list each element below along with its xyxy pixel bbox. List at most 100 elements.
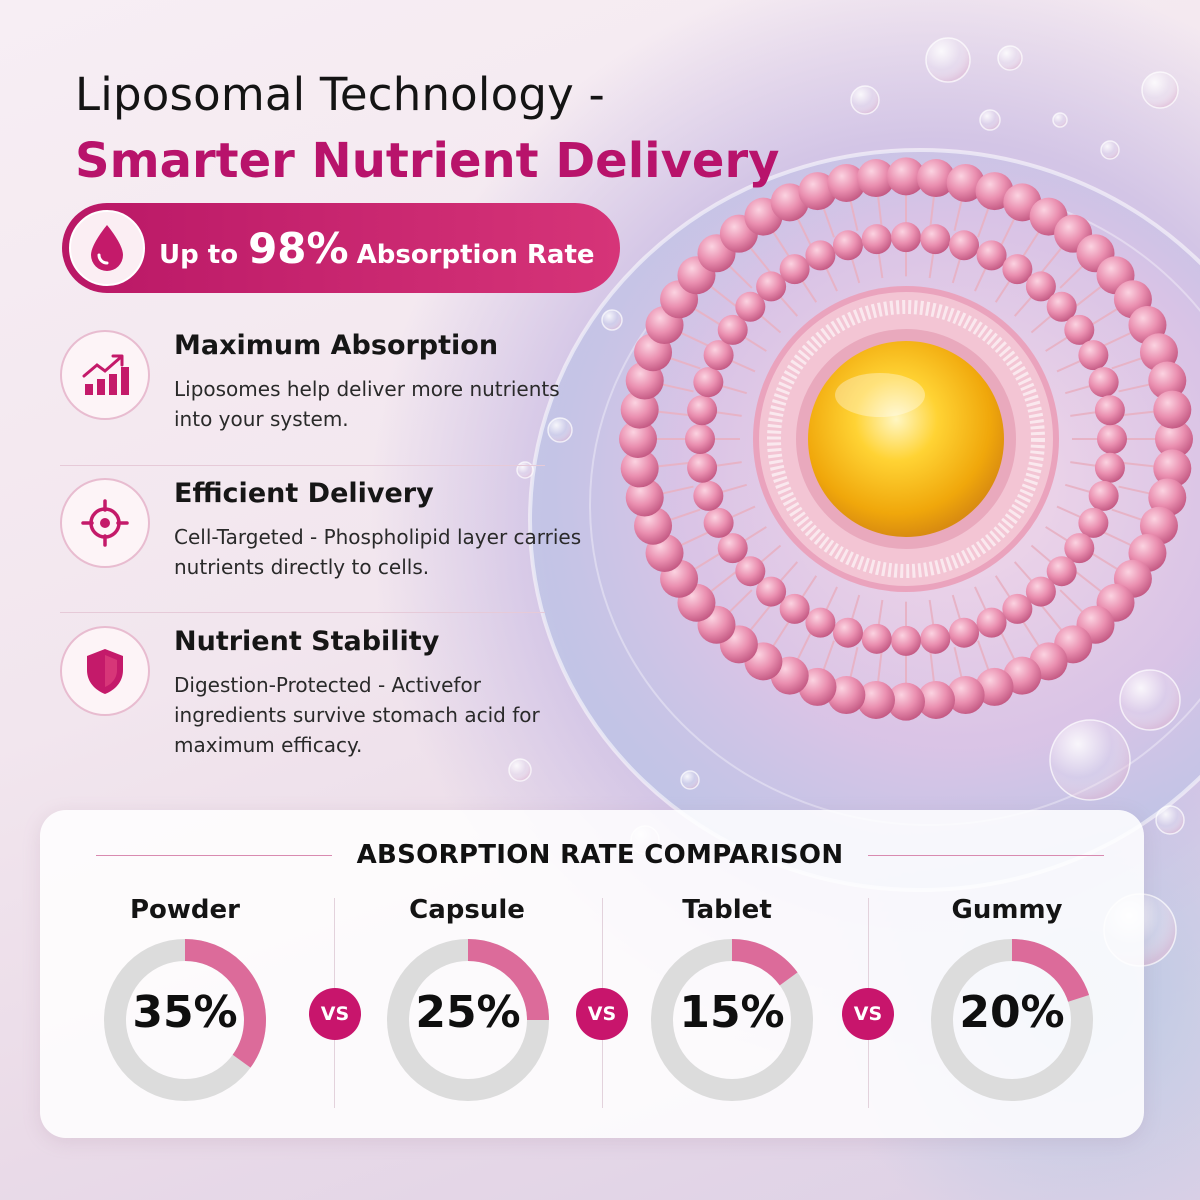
phospholipid-layer <box>619 157 1193 721</box>
vs-badge: VS <box>576 988 628 1040</box>
phospholipid-bead <box>946 676 985 715</box>
phospholipid-bead <box>1097 424 1127 454</box>
phospholipid-bead <box>779 593 810 624</box>
phospholipid-bead <box>917 159 956 198</box>
feature-efficient-delivery: Efficient Delivery Cell-Targeted - Phosp… <box>60 478 581 608</box>
phospholipid-bead <box>1064 533 1095 564</box>
phospholipid-bead <box>756 576 787 607</box>
title-rule-right <box>868 855 1104 856</box>
phospholipid-bead <box>917 680 956 719</box>
phospholipid-bead <box>1078 340 1109 371</box>
phospholipid-bead <box>832 230 863 261</box>
phospholipid-bead <box>687 395 718 426</box>
bubble <box>1100 140 1120 160</box>
phospholipid-bead <box>756 271 787 302</box>
comparison-percent-powder: 35% <box>132 987 238 1038</box>
phospholipid-bead <box>1025 576 1056 607</box>
phospholipid-bead <box>832 617 863 648</box>
feature-title: Nutrient Stability <box>174 626 440 657</box>
phospholipid-bead <box>703 507 734 538</box>
target-icon <box>60 478 150 568</box>
phospholipid-bead <box>687 452 718 483</box>
ring-powder <box>104 939 266 1101</box>
feature-divider <box>60 465 545 466</box>
nutrient-core <box>808 341 1004 537</box>
feature-description: Digestion-Protected - Activefor ingredie… <box>174 673 540 757</box>
growth-chart-icon <box>60 330 150 420</box>
bubble <box>1049 719 1131 801</box>
phospholipid-bead <box>685 424 715 454</box>
phospholipid-bead <box>891 222 921 253</box>
phospholipid-bead <box>1088 480 1119 511</box>
phospholipid-bead <box>887 682 925 721</box>
phospholipid-bead <box>735 556 766 587</box>
phospholipid-bead <box>1153 390 1192 429</box>
bubble <box>680 770 700 790</box>
bubble <box>1119 669 1181 731</box>
comparison-label-tablet: Tablet <box>682 895 772 925</box>
phospholipid-bead <box>1046 291 1077 322</box>
phospholipid-bead <box>856 159 895 198</box>
phospholipid-bead <box>619 420 657 458</box>
title-rule-left <box>96 855 332 856</box>
phospholipid-bead <box>1064 314 1095 345</box>
phospholipid-bead <box>805 240 836 271</box>
shield-icon <box>60 626 150 716</box>
phospholipid-bead <box>693 367 724 398</box>
phospholipid-bead <box>779 254 810 285</box>
ring-tablet <box>651 939 813 1101</box>
phospholipid-bead <box>717 314 748 345</box>
phospholipid-bead <box>805 607 836 638</box>
phospholipid-bead <box>693 480 724 511</box>
phospholipid-bead <box>717 533 748 564</box>
phospholipid-bead <box>1078 507 1109 538</box>
bubble <box>508 758 532 782</box>
phospholipid-bead <box>891 625 921 656</box>
badge-prefix: Up to <box>159 239 239 270</box>
comparison-percent-tablet: 15% <box>679 987 785 1038</box>
phospholipid-bead <box>949 617 980 648</box>
phospholipid-bead <box>620 449 659 488</box>
phospholipid-bead <box>920 623 951 654</box>
feature-description: Liposomes help deliver more nutrients in… <box>174 377 560 431</box>
phospholipid-bead <box>861 224 892 255</box>
badge-suffix: Absorption Rate <box>356 239 595 270</box>
phospholipid-bead <box>703 340 734 371</box>
vs-badge: VS <box>309 988 361 1040</box>
bubble <box>516 461 534 479</box>
comparison-label-gummy: Gummy <box>951 895 1063 925</box>
phospholipid-bead <box>975 667 1014 706</box>
phospholipid-bead <box>1002 593 1033 624</box>
bubble <box>925 37 971 83</box>
comparison-percent-capsule: 25% <box>415 987 521 1038</box>
phospholipid-bead <box>620 390 659 429</box>
blood-drop-icon <box>91 225 123 271</box>
bubble <box>1141 71 1179 109</box>
phospholipid-bead <box>920 224 951 255</box>
badge-text: Up to 98% Absorption Rate <box>159 224 595 273</box>
badge-icon-holder <box>69 210 145 286</box>
feature-title: Maximum Absorption <box>174 330 499 361</box>
phospholipid-bead <box>798 172 837 211</box>
bubble <box>997 45 1023 71</box>
phospholipid-bead <box>887 157 925 196</box>
comparison-label-capsule: Capsule <box>409 895 525 925</box>
bubble <box>850 85 880 115</box>
bubble <box>547 417 573 443</box>
headline-line-1: Liposomal Technology - <box>75 68 605 121</box>
phospholipid-bead <box>1002 254 1033 285</box>
vs-badge: VS <box>842 988 894 1040</box>
feature-nutrient-stability: Nutrient Stability Digestion-Protected -… <box>60 626 580 757</box>
phospholipid-bead <box>856 680 895 719</box>
phospholipid-bead <box>735 291 766 322</box>
ring-gummy <box>931 939 1093 1101</box>
phospholipid-bead <box>861 623 892 654</box>
feature-description: Cell-Targeted - Phospholipid layer carri… <box>174 525 582 579</box>
phospholipid-bead <box>625 478 664 517</box>
absorption-badge: Up to 98% Absorption Rate <box>62 203 620 293</box>
comparison-title: ABSORPTION RATE COMPARISON <box>356 840 844 870</box>
phospholipid-bead <box>946 163 985 202</box>
phospholipid-bead <box>1153 449 1192 488</box>
bubble <box>979 109 1001 131</box>
